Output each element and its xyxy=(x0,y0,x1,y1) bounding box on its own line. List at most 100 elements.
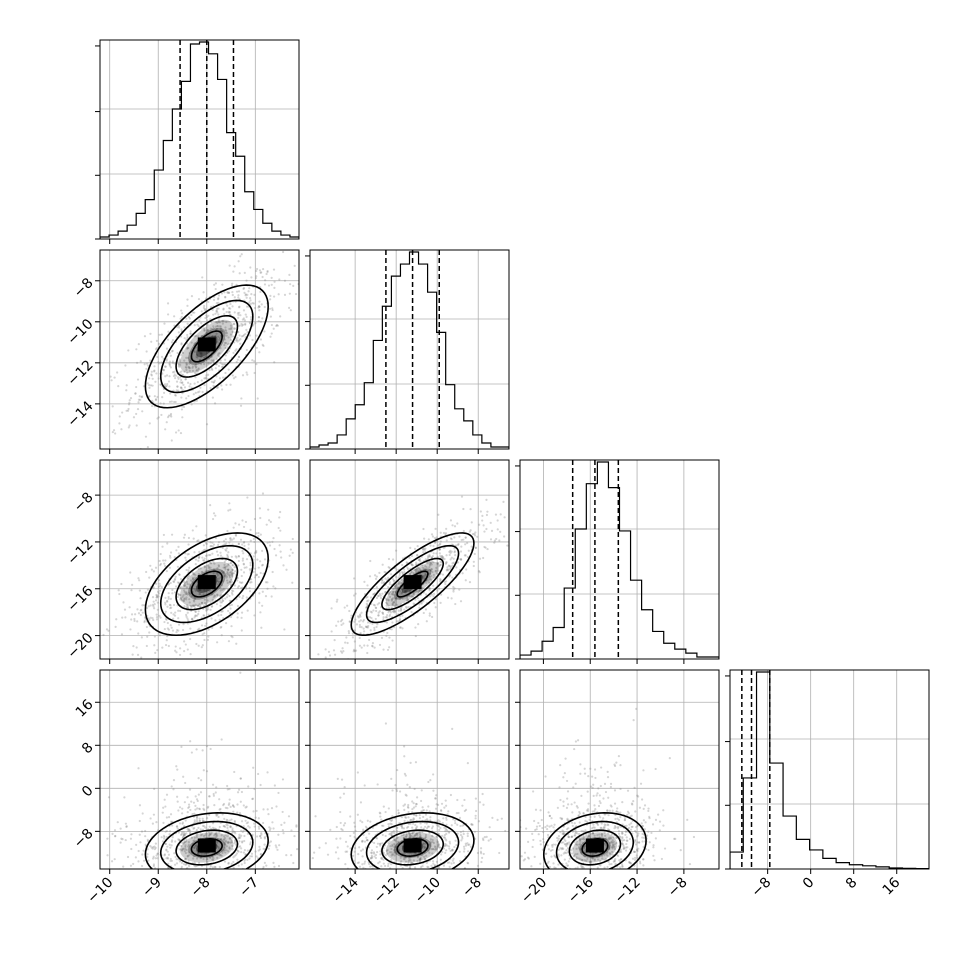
scatter-point xyxy=(345,636,347,638)
scatter-point xyxy=(475,815,477,817)
scatter-point xyxy=(226,827,228,829)
scatter-point xyxy=(97,876,99,878)
scatter-point xyxy=(128,449,130,451)
scatter-point xyxy=(447,879,449,881)
scatter-point xyxy=(343,824,345,826)
scatter-point xyxy=(164,602,166,604)
scatter-point xyxy=(411,875,413,877)
scatter-point xyxy=(275,846,277,848)
scatter-point xyxy=(296,794,298,796)
scatter-point xyxy=(272,827,274,829)
scatter-point xyxy=(633,719,635,721)
scatter-point xyxy=(369,820,371,822)
scatter-point xyxy=(290,548,292,550)
scatter-point xyxy=(416,876,418,878)
scatter-point xyxy=(355,877,357,879)
scatter-point xyxy=(272,571,274,573)
scatter-point xyxy=(379,593,381,595)
scatter-point xyxy=(264,558,266,560)
scatter-point xyxy=(265,865,267,867)
scatter-point xyxy=(271,541,273,543)
scatter-point xyxy=(414,626,416,628)
scatter-point xyxy=(499,531,501,533)
scatter-point xyxy=(417,623,419,625)
scatter-point xyxy=(465,809,467,811)
scatter-point xyxy=(261,564,263,566)
scatter-point xyxy=(422,816,424,818)
scatter-point xyxy=(137,632,139,634)
scatter-point xyxy=(156,649,158,651)
scatter-point xyxy=(249,299,251,301)
histogram-step xyxy=(100,42,299,239)
scatter-point xyxy=(200,828,202,830)
scatter-point xyxy=(262,591,264,593)
scatter-point xyxy=(410,887,412,889)
scatter-point xyxy=(222,890,224,892)
scatter-point xyxy=(270,316,272,318)
scatter-point xyxy=(153,788,155,790)
scatter-point xyxy=(234,880,236,882)
scatter-point xyxy=(212,866,214,868)
scatter-point xyxy=(405,794,407,796)
scatter-point xyxy=(292,898,294,900)
scatter-point xyxy=(218,294,220,296)
scatter-point xyxy=(339,811,341,813)
scatter-point xyxy=(414,788,416,790)
scatter-point xyxy=(257,773,259,775)
scatter-point xyxy=(267,509,269,511)
scatter-point xyxy=(106,628,108,630)
scatter-point xyxy=(257,246,259,248)
scatter-point xyxy=(244,319,246,321)
scatter-point xyxy=(238,334,240,336)
scatter-point xyxy=(536,826,538,828)
scatter-point xyxy=(224,296,226,298)
scatter-point xyxy=(467,850,469,852)
scatter-point xyxy=(185,318,187,320)
scatter-point xyxy=(187,569,189,571)
scatter-point xyxy=(246,596,248,598)
scatter-point xyxy=(388,558,390,560)
scatter-point xyxy=(557,863,559,865)
scatter-point xyxy=(232,564,234,566)
scatter-point xyxy=(560,870,562,872)
scatter-point xyxy=(160,414,162,416)
scatter-point xyxy=(137,860,139,862)
scatter-point xyxy=(154,848,156,850)
scatter-point xyxy=(201,624,203,626)
scatter-point xyxy=(169,830,171,832)
scatter-point xyxy=(455,870,457,872)
scatter-point xyxy=(495,538,497,540)
scatter-point xyxy=(184,864,186,866)
scatter-panel-2-3: −20−16−12−8 xyxy=(504,670,719,916)
scatter-point xyxy=(130,589,132,591)
scatter-point xyxy=(227,610,229,612)
scatter-point xyxy=(128,403,130,405)
scatter-point xyxy=(223,803,225,805)
scatter-point xyxy=(280,556,282,558)
scatter-point xyxy=(198,319,200,321)
scatter-point xyxy=(367,873,369,875)
scatter-point xyxy=(377,880,379,882)
scatter-point xyxy=(388,646,390,648)
scatter-point xyxy=(498,852,500,854)
scatter-point xyxy=(232,861,234,863)
scatter-point xyxy=(283,628,285,630)
scatter-point xyxy=(74,803,76,805)
x-tick-label: −10 xyxy=(412,875,444,907)
scatter-point xyxy=(146,856,148,858)
scatter-point xyxy=(267,813,269,815)
scatter-point xyxy=(205,374,207,376)
scatter-point xyxy=(370,852,372,854)
scatter-point xyxy=(465,536,467,538)
scatter-point xyxy=(333,649,335,651)
scatter-point xyxy=(114,858,116,860)
scatter-point xyxy=(364,841,366,843)
scatter-point xyxy=(195,870,197,872)
scatter-point xyxy=(183,640,185,642)
scatter-point xyxy=(422,877,424,879)
scatter-point xyxy=(475,547,477,549)
scatter-point xyxy=(139,834,141,836)
scatter-point xyxy=(111,833,113,835)
scatter-point xyxy=(211,368,213,370)
scatter-point xyxy=(137,872,139,874)
